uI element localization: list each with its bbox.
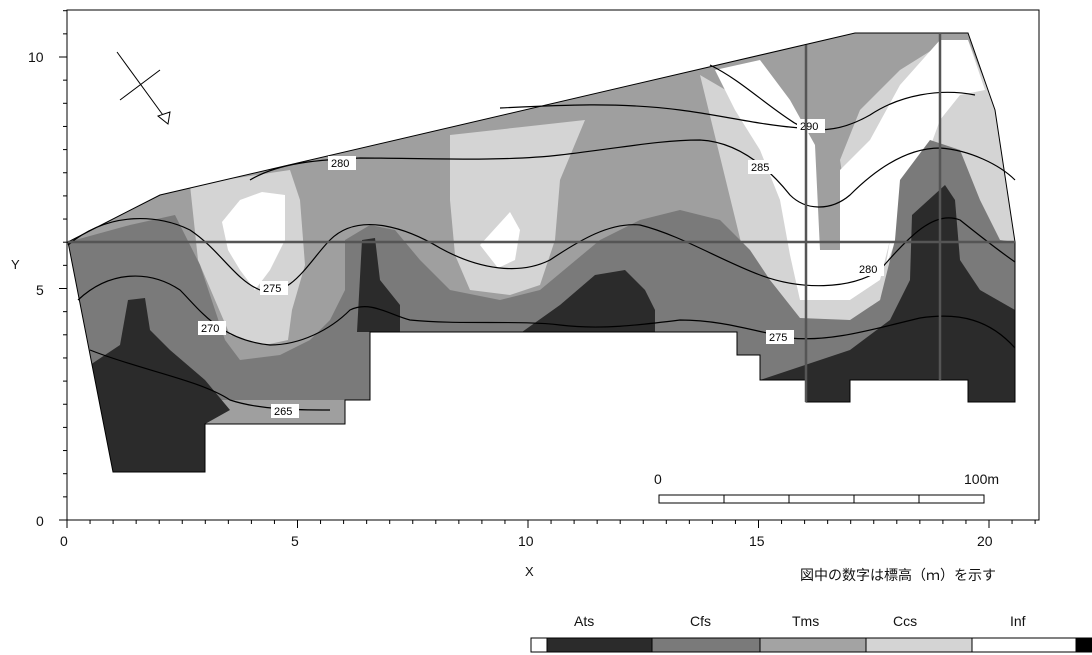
x-tick-label: 10 (518, 533, 534, 549)
legend-label: Cfs (690, 613, 711, 629)
contour-label: 265 (274, 406, 292, 418)
legend-label: Inf (1010, 613, 1026, 629)
legend-swatch (531, 638, 547, 652)
y-axis: 0 5 10 Y (11, 49, 44, 529)
contour-label: 280 (331, 158, 349, 170)
legend-swatch (652, 638, 760, 652)
legend-swatch (1076, 638, 1092, 652)
legend-swatch (760, 638, 866, 652)
legend-label: Ccs (893, 613, 917, 629)
contour-label: 275 (769, 332, 787, 344)
scale-bar: 0 100m (654, 471, 999, 503)
x-tick-label: 5 (291, 533, 299, 549)
elevation-note: 図中の数字は標高（ｍ）を示す (800, 565, 996, 585)
legend-label: Ats (574, 613, 594, 629)
contour-label: 275 (263, 283, 281, 295)
x-tick-label: 20 (977, 533, 993, 549)
contour-label: 290 (800, 121, 818, 133)
x-tick-label: 15 (749, 533, 765, 549)
legend: Ats Cfs Tms Ccs Inf (531, 613, 1092, 652)
direction-arrow-icon (117, 52, 170, 124)
scale-bar-end-label: 100m (964, 471, 999, 487)
y-tick-label: 5 (36, 282, 44, 298)
x-tick-label: 0 (60, 533, 68, 549)
y-axis-label: Y (11, 257, 20, 272)
legend-label: Tms (792, 613, 819, 629)
legend-swatch (866, 638, 972, 652)
contour-label: 280 (859, 264, 877, 276)
y-tick-label: 10 (28, 49, 44, 65)
legend-swatch (547, 638, 652, 652)
contour-label: 285 (751, 162, 769, 174)
contour-label: 270 (201, 323, 219, 335)
x-axis-label: X (525, 564, 534, 579)
y-tick-label: 0 (36, 513, 44, 529)
scale-bar-start-label: 0 (654, 471, 662, 487)
legend-swatch (972, 638, 1076, 652)
